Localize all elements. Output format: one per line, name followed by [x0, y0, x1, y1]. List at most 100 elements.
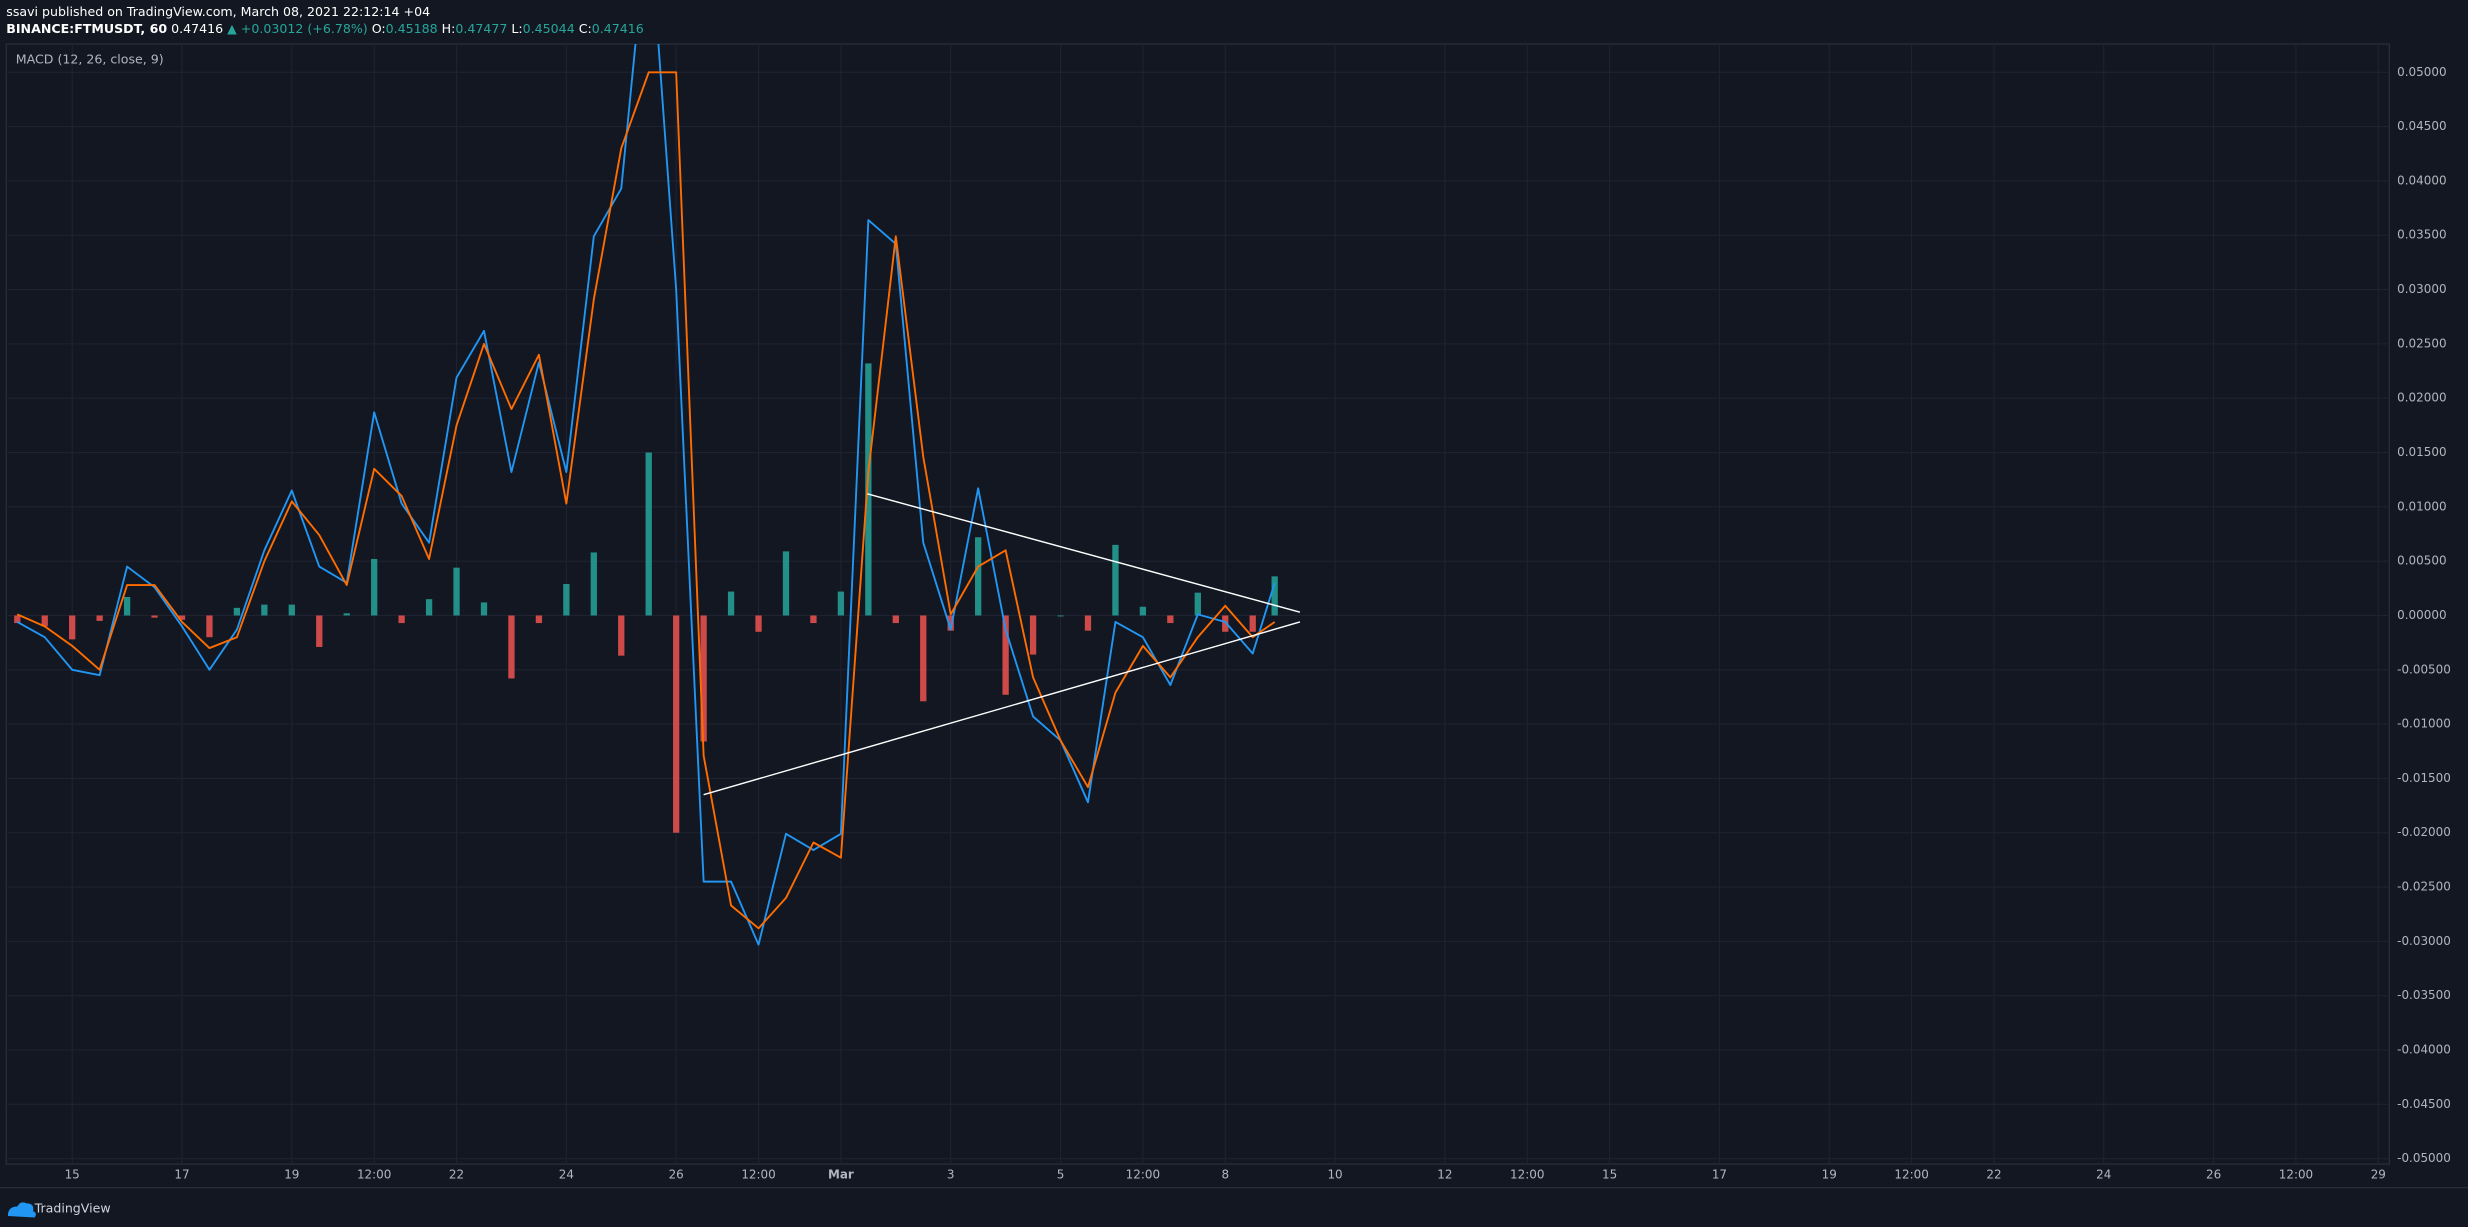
x-tick-label: 24 — [559, 1168, 574, 1182]
histogram-bar — [727, 591, 735, 616]
histogram-bar — [316, 615, 323, 647]
histogram-bar — [453, 567, 460, 616]
histogram-bar — [288, 604, 295, 616]
high-label: H: — [442, 21, 456, 36]
y-tick-label: -0.00500 — [2397, 662, 2451, 676]
logo — [7, 1202, 36, 1218]
histogram-bar — [151, 615, 158, 618]
x-tick-label: 5 — [1057, 1168, 1065, 1182]
low-label: L: — [511, 21, 522, 36]
histogram-bar — [1271, 576, 1278, 616]
histogram-bar — [645, 452, 652, 616]
x-tick-label: 10 — [1327, 1168, 1342, 1182]
last-price: 0.47416 — [171, 21, 223, 36]
x-tick-label: 19 — [1822, 1168, 1837, 1182]
y-tick-label: 0.00000 — [2397, 608, 2446, 622]
histogram-bar — [480, 602, 488, 616]
histogram-bar — [1167, 615, 1174, 624]
low: 0.45044 — [523, 21, 575, 36]
y-tick-label: 0.04500 — [2397, 119, 2446, 133]
histogram-bar — [920, 615, 927, 702]
y-tick-label: 0.01500 — [2397, 445, 2446, 459]
x-tick-label: 29 — [2371, 1168, 2386, 1182]
x-tick-label: 15 — [65, 1168, 80, 1182]
histogram-bar — [206, 615, 213, 638]
y-tick-label: -0.04500 — [2397, 1097, 2451, 1111]
histogram-bar — [1112, 544, 1119, 616]
histogram-bar — [865, 363, 872, 616]
histogram-bar — [535, 615, 543, 624]
histogram-bar — [14, 615, 21, 624]
histogram-bar — [1084, 615, 1092, 631]
histogram-bar — [947, 615, 954, 631]
close: 0.47416 — [592, 21, 644, 36]
histogram-bar — [508, 615, 515, 679]
histogram-bar — [837, 591, 845, 616]
histogram-bar — [810, 615, 817, 624]
x-tick-label: 12:00 — [1126, 1168, 1160, 1182]
brand: TradingView — [34, 1200, 111, 1215]
histogram-bar — [1249, 615, 1256, 632]
plot-frame — [5, 43, 2390, 1165]
macd-line — [16, 44, 1276, 946]
x-tick-label: 12:00 — [357, 1168, 391, 1182]
indicator-title: MACD (12, 26, close, 9) — [16, 51, 164, 66]
y-tick-label: 0.00500 — [2397, 554, 2446, 568]
close-label: C: — [579, 21, 592, 36]
y-tick-label: 0.03000 — [2397, 282, 2446, 296]
x-tick-label: 12 — [1437, 1168, 1452, 1182]
trendline — [867, 493, 1301, 613]
histogram-bar — [673, 615, 680, 833]
histogram-bar — [178, 615, 186, 620]
histogram-bar — [563, 583, 570, 616]
y-tick-label: 0.04000 — [2397, 173, 2446, 187]
change: ▲ +0.03012 (+6.78%) — [227, 21, 368, 36]
published-line: ssavi published on TradingView.com, Marc… — [6, 4, 430, 19]
histogram-bar — [618, 615, 625, 656]
symbol: BINANCE:FTMUSDT, 60 — [6, 21, 167, 36]
histogram-bar — [96, 615, 103, 621]
open-label: O: — [372, 21, 386, 36]
histogram-bar — [1002, 615, 1009, 695]
symbol-line: BINANCE:FTMUSDT, 60 0.47416 ▲ +0.03012 (… — [6, 21, 643, 36]
x-tick-label: 17 — [174, 1168, 189, 1182]
histogram-bar — [69, 615, 76, 640]
histogram-bar — [975, 537, 982, 616]
histogram-bar — [371, 558, 378, 616]
y-tick-label: -0.04000 — [2397, 1043, 2451, 1057]
histogram-bar — [1222, 615, 1229, 632]
histogram-bar — [41, 615, 48, 627]
x-tick-label: 26 — [669, 1168, 684, 1182]
x-tick-label: 22 — [1986, 1168, 2001, 1182]
histogram-bar — [755, 615, 762, 632]
x-tick-label: Mar — [828, 1168, 854, 1182]
histogram-bar — [1139, 606, 1147, 616]
x-tick-label: 12:00 — [1894, 1168, 1928, 1182]
histogram-bar — [343, 613, 350, 616]
y-tick-label: 0.02500 — [2397, 336, 2446, 350]
histogram-bar — [261, 604, 268, 616]
histogram-bar — [425, 599, 433, 616]
y-tick-label: -0.05000 — [2397, 1151, 2451, 1165]
histogram-bar — [700, 615, 707, 742]
x-tick-label: 12:00 — [2279, 1168, 2313, 1182]
x-tick-label: 15 — [1602, 1168, 1617, 1182]
macd-line — [16, 71, 1276, 930]
y-tick-label: -0.02000 — [2397, 825, 2451, 839]
histogram-bar — [123, 597, 131, 616]
y-tick-label: -0.01000 — [2397, 717, 2451, 731]
x-tick-label: 22 — [449, 1168, 464, 1182]
x-tick-label: 24 — [2096, 1168, 2111, 1182]
x-tick-label: 8 — [1221, 1168, 1229, 1182]
y-tick-label: 0.05000 — [2397, 65, 2446, 79]
x-tick-label: 19 — [284, 1168, 299, 1182]
y-tick-label: 0.03500 — [2397, 228, 2446, 242]
y-tick-label: 0.01000 — [2397, 499, 2446, 513]
y-tick-label: -0.01500 — [2397, 771, 2451, 785]
histogram-bar — [1057, 615, 1064, 617]
histogram-bar — [782, 551, 790, 616]
x-tick-label: 3 — [947, 1168, 955, 1182]
y-tick-label: -0.03500 — [2397, 988, 2451, 1002]
